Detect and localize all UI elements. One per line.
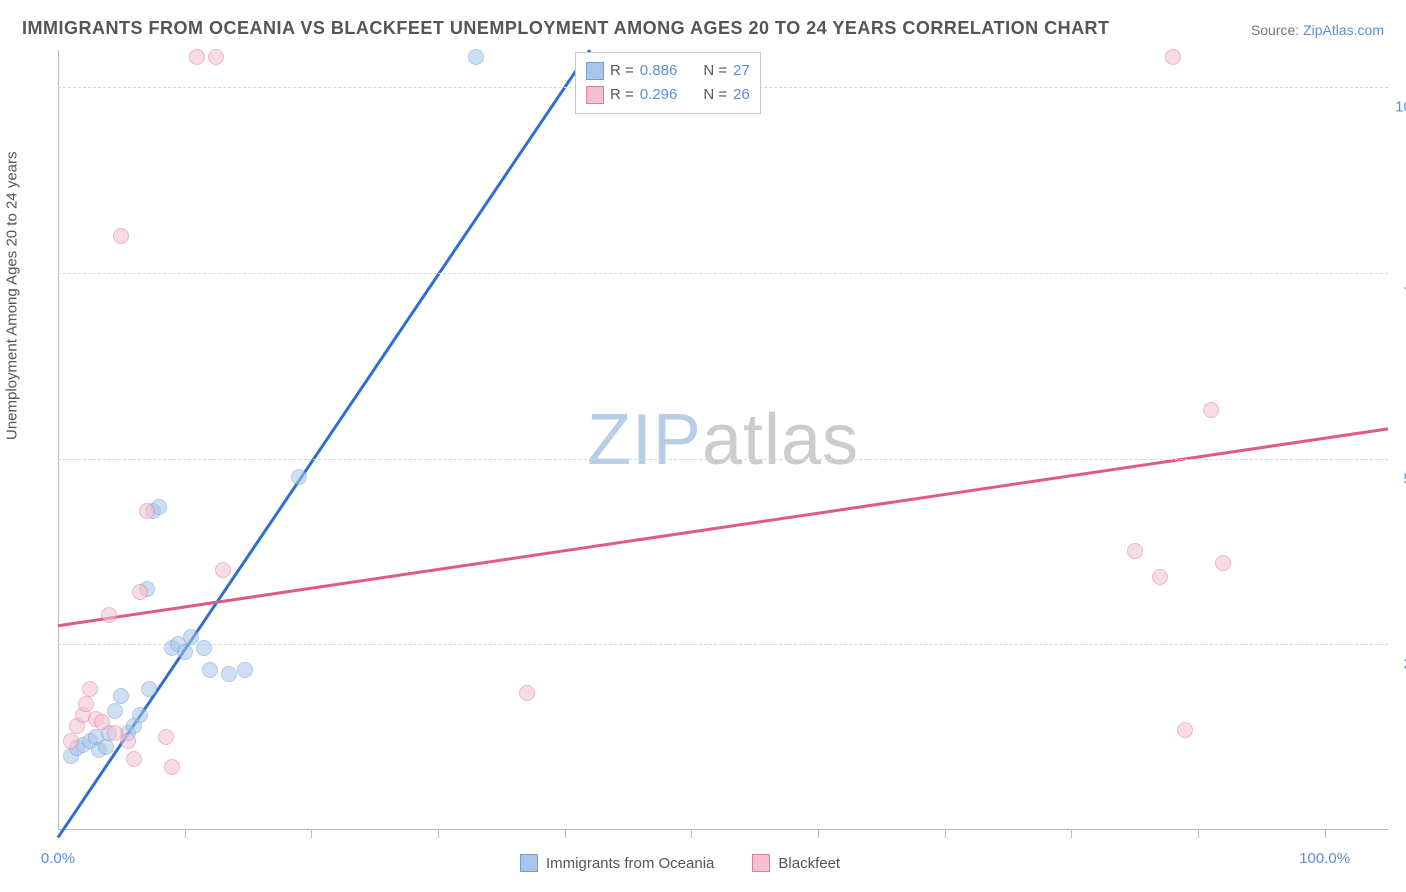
x-tick-label: 0.0% bbox=[41, 850, 75, 867]
series-legend: Immigrants from Oceania Blackfeet bbox=[520, 854, 870, 872]
legend-stat-row: R = 0.296 N = 26 bbox=[586, 83, 750, 107]
data-point bbox=[107, 703, 123, 719]
x-tick bbox=[1198, 830, 1199, 838]
source-link[interactable]: ZipAtlas.com bbox=[1303, 22, 1384, 38]
data-point bbox=[113, 228, 129, 244]
data-point bbox=[63, 733, 79, 749]
data-point bbox=[139, 503, 155, 519]
x-tick bbox=[691, 830, 692, 838]
legend-series-label: Blackfeet bbox=[778, 855, 840, 872]
data-point bbox=[177, 644, 193, 660]
watermark-atlas: atlas bbox=[702, 400, 859, 480]
n-value: 26 bbox=[733, 83, 750, 107]
data-point bbox=[141, 681, 157, 697]
legend-swatch bbox=[586, 86, 604, 104]
x-tick bbox=[1325, 830, 1326, 838]
x-tick bbox=[565, 830, 566, 838]
watermark-zip: ZIP bbox=[587, 400, 702, 480]
grid-line bbox=[58, 644, 1388, 645]
source-attribution: Source: ZipAtlas.com bbox=[1251, 22, 1384, 38]
data-point bbox=[1215, 555, 1231, 571]
n-value: 27 bbox=[733, 59, 750, 83]
data-point bbox=[519, 685, 535, 701]
data-point bbox=[202, 662, 218, 678]
legend-stat-row: R = 0.886 N = 27 bbox=[586, 59, 750, 83]
n-label: N = bbox=[703, 59, 727, 83]
data-point bbox=[1203, 402, 1219, 418]
data-point bbox=[101, 607, 117, 623]
x-tick bbox=[311, 830, 312, 838]
legend-series-label: Immigrants from Oceania bbox=[546, 855, 714, 872]
data-point bbox=[221, 666, 237, 682]
data-point bbox=[237, 662, 253, 678]
grid-line bbox=[58, 459, 1388, 460]
data-point bbox=[189, 49, 205, 65]
data-point bbox=[78, 696, 94, 712]
data-point bbox=[164, 759, 180, 775]
legend-swatch bbox=[520, 854, 538, 872]
data-point bbox=[132, 707, 148, 723]
y-tick-label: 100.0% bbox=[1395, 99, 1406, 116]
watermark: ZIPatlas bbox=[587, 399, 859, 481]
data-point bbox=[1177, 722, 1193, 738]
data-point bbox=[1152, 569, 1168, 585]
data-point bbox=[82, 681, 98, 697]
x-tick bbox=[185, 830, 186, 838]
data-point bbox=[215, 562, 231, 578]
grid-line bbox=[58, 273, 1388, 274]
x-tick bbox=[945, 830, 946, 838]
source-prefix: Source: bbox=[1251, 22, 1303, 38]
correlation-stats-legend: R = 0.886 N = 27 R = 0.296 N = 26 bbox=[575, 52, 761, 114]
n-label: N = bbox=[703, 83, 727, 107]
data-point bbox=[126, 751, 142, 767]
y-axis-line bbox=[58, 50, 59, 830]
data-point bbox=[113, 688, 129, 704]
x-tick bbox=[818, 830, 819, 838]
data-point bbox=[291, 469, 307, 485]
plot-area: ZIPatlas 25.0%50.0%75.0%100.0%0.0%100.0% bbox=[58, 50, 1388, 830]
data-point bbox=[1165, 49, 1181, 65]
data-point bbox=[468, 49, 484, 65]
trend-lines bbox=[58, 50, 1388, 830]
data-point bbox=[158, 729, 174, 745]
data-point bbox=[208, 49, 224, 65]
legend-swatch bbox=[586, 62, 604, 80]
r-label: R = bbox=[610, 83, 634, 107]
x-tick-label: 100.0% bbox=[1299, 850, 1350, 867]
data-point bbox=[120, 733, 136, 749]
data-point bbox=[196, 640, 212, 656]
y-axis-label: Unemployment Among Ages 20 to 24 years bbox=[4, 151, 21, 440]
data-point bbox=[1127, 543, 1143, 559]
r-label: R = bbox=[610, 59, 634, 83]
x-axis-line bbox=[58, 829, 1388, 830]
r-value: 0.296 bbox=[640, 83, 678, 107]
r-value: 0.886 bbox=[640, 59, 678, 83]
x-tick bbox=[438, 830, 439, 838]
legend-swatch bbox=[752, 854, 770, 872]
chart-title: IMMIGRANTS FROM OCEANIA VS BLACKFEET UNE… bbox=[22, 18, 1110, 39]
data-point bbox=[132, 584, 148, 600]
x-tick bbox=[1071, 830, 1072, 838]
